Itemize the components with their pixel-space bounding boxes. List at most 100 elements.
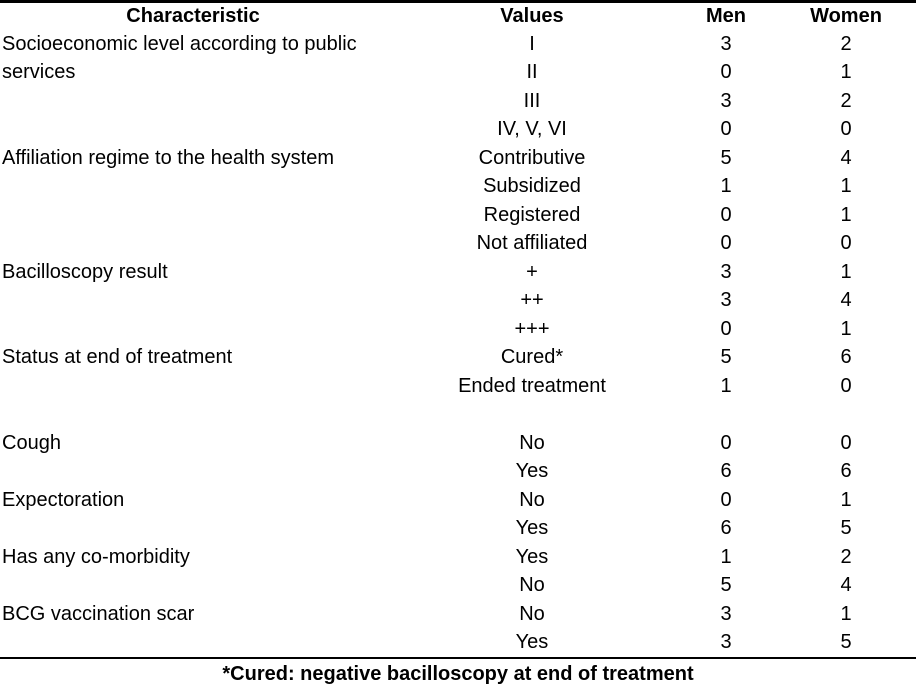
women-cell: 2 [840, 545, 852, 568]
header-values: Values [500, 5, 564, 27]
value-cell: No [519, 574, 545, 597]
characteristic-cell: BCG vaccination scar [2, 602, 195, 625]
characteristic-cell: Affiliation regime to the health system [2, 146, 335, 169]
value-cell: II [526, 61, 538, 84]
table-row: Expectoration No 0 1 [0, 486, 916, 515]
value-cell: Ended treatment [458, 374, 606, 397]
table-row: Yes 3 5 [0, 629, 916, 658]
characteristic-cell [0, 230, 402, 259]
table-row [0, 401, 916, 430]
table-row: Affiliation regime to the health system C… [0, 144, 916, 173]
women-cell: 0 [840, 374, 852, 397]
women-cell: 5 [840, 517, 852, 540]
characteristic-cell [0, 287, 402, 316]
table-row: services II 0 1 [0, 59, 916, 88]
women-cell: 4 [840, 574, 852, 597]
characteristics-table: Characteristic Values Men Women Socioeco… [0, 0, 916, 657]
women-cell: 1 [840, 317, 852, 340]
characteristic-cell [0, 372, 402, 401]
women-cell: 1 [840, 602, 852, 625]
value-cell: I [529, 32, 535, 55]
men-cell [662, 401, 790, 430]
men-cell: 5 [720, 574, 732, 597]
value-cell: Yes [515, 460, 549, 483]
men-cell: 3 [720, 289, 732, 312]
characteristic-cell [0, 401, 402, 430]
men-cell: 3 [720, 32, 732, 55]
men-cell: 3 [720, 260, 732, 283]
women-cell: 5 [840, 631, 852, 654]
table-row: Ended treatment 1 0 [0, 372, 916, 401]
men-cell: 0 [720, 431, 732, 454]
women-cell: 2 [840, 89, 852, 112]
value-cell [402, 401, 662, 430]
header-row: Characteristic Values Men Women [0, 2, 916, 31]
men-cell: 0 [720, 118, 732, 141]
table-row: +++ 0 1 [0, 315, 916, 344]
men-cell: 0 [720, 61, 732, 84]
value-cell: Not affiliated [476, 232, 588, 255]
table-row: Has any co-morbidity Yes 1 2 [0, 543, 916, 572]
table-row: No 5 4 [0, 572, 916, 601]
women-cell: 6 [840, 346, 852, 369]
table-row: Yes 6 5 [0, 515, 916, 544]
characteristic-cell: Expectoration [2, 488, 125, 511]
women-cell: 1 [840, 203, 852, 226]
men-cell: 0 [720, 488, 732, 511]
women-cell: 1 [840, 488, 852, 511]
table-row: ++ 3 4 [0, 287, 916, 316]
men-cell: 1 [720, 545, 732, 568]
table-row: Registered 0 1 [0, 201, 916, 230]
value-cell: +++ [514, 317, 550, 340]
women-cell: 4 [840, 146, 852, 169]
table-row: Bacilloscopy result +3 1 [0, 258, 916, 287]
women-cell: 0 [840, 118, 852, 141]
men-cell: 6 [720, 460, 732, 483]
value-cell: No [519, 431, 545, 454]
women-cell: 4 [840, 289, 852, 312]
table-row: Status at end of treatment Cured* 5 6 [0, 344, 916, 373]
men-cell: 6 [720, 517, 732, 540]
value-cell: Subsidized [483, 175, 581, 198]
value-cell: Yes [515, 631, 549, 654]
table-row: Not affiliated 0 0 [0, 230, 916, 259]
women-cell: 0 [840, 232, 852, 255]
table-row: IV, V, VI 0 0 [0, 116, 916, 145]
value-cell: IV, V, VI [497, 118, 567, 141]
characteristic-cell: Cough [2, 431, 61, 454]
characteristic-cell: Has any co-morbidity [2, 545, 190, 568]
table-row: III 3 2 [0, 87, 916, 116]
women-cell [790, 401, 916, 430]
characteristic-cell: Socioeconomic level according to public [2, 32, 357, 55]
table-row: Socioeconomic level according to public I… [0, 30, 916, 59]
men-cell: 5 [720, 146, 732, 169]
characteristic-cell [0, 173, 402, 202]
header-women: Women [810, 5, 882, 27]
characteristic-cell [0, 629, 402, 658]
table-header: Characteristic Values Men Women [0, 2, 916, 31]
table-row: BCG vaccination scar No 3 1 [0, 600, 916, 629]
men-cell: 3 [720, 631, 732, 654]
women-cell: 6 [840, 460, 852, 483]
characteristic-cell [0, 201, 402, 230]
men-cell: 5 [720, 346, 732, 369]
header-characteristic: Characteristic [126, 5, 260, 27]
value-cell: III [523, 89, 541, 112]
characteristic-cell: Bacilloscopy result [2, 260, 168, 283]
men-cell: 0 [720, 317, 732, 340]
characteristic-cell [0, 315, 402, 344]
value-cell: Contributive [478, 146, 586, 169]
value-cell: Yes [515, 545, 549, 568]
value-cell: No [519, 488, 545, 511]
value-cell: No [519, 602, 545, 625]
men-cell: 0 [720, 232, 732, 255]
characteristic-cell: services [2, 61, 76, 84]
men-cell: 3 [720, 602, 732, 625]
value-cell: + [526, 260, 538, 283]
table-body: Socioeconomic level according to public I… [0, 30, 916, 657]
table-row: Yes 6 6 [0, 458, 916, 487]
women-cell: 1 [840, 260, 852, 283]
men-cell: 1 [720, 175, 732, 198]
characteristic-cell [0, 572, 402, 601]
header-men: Men [706, 5, 746, 27]
